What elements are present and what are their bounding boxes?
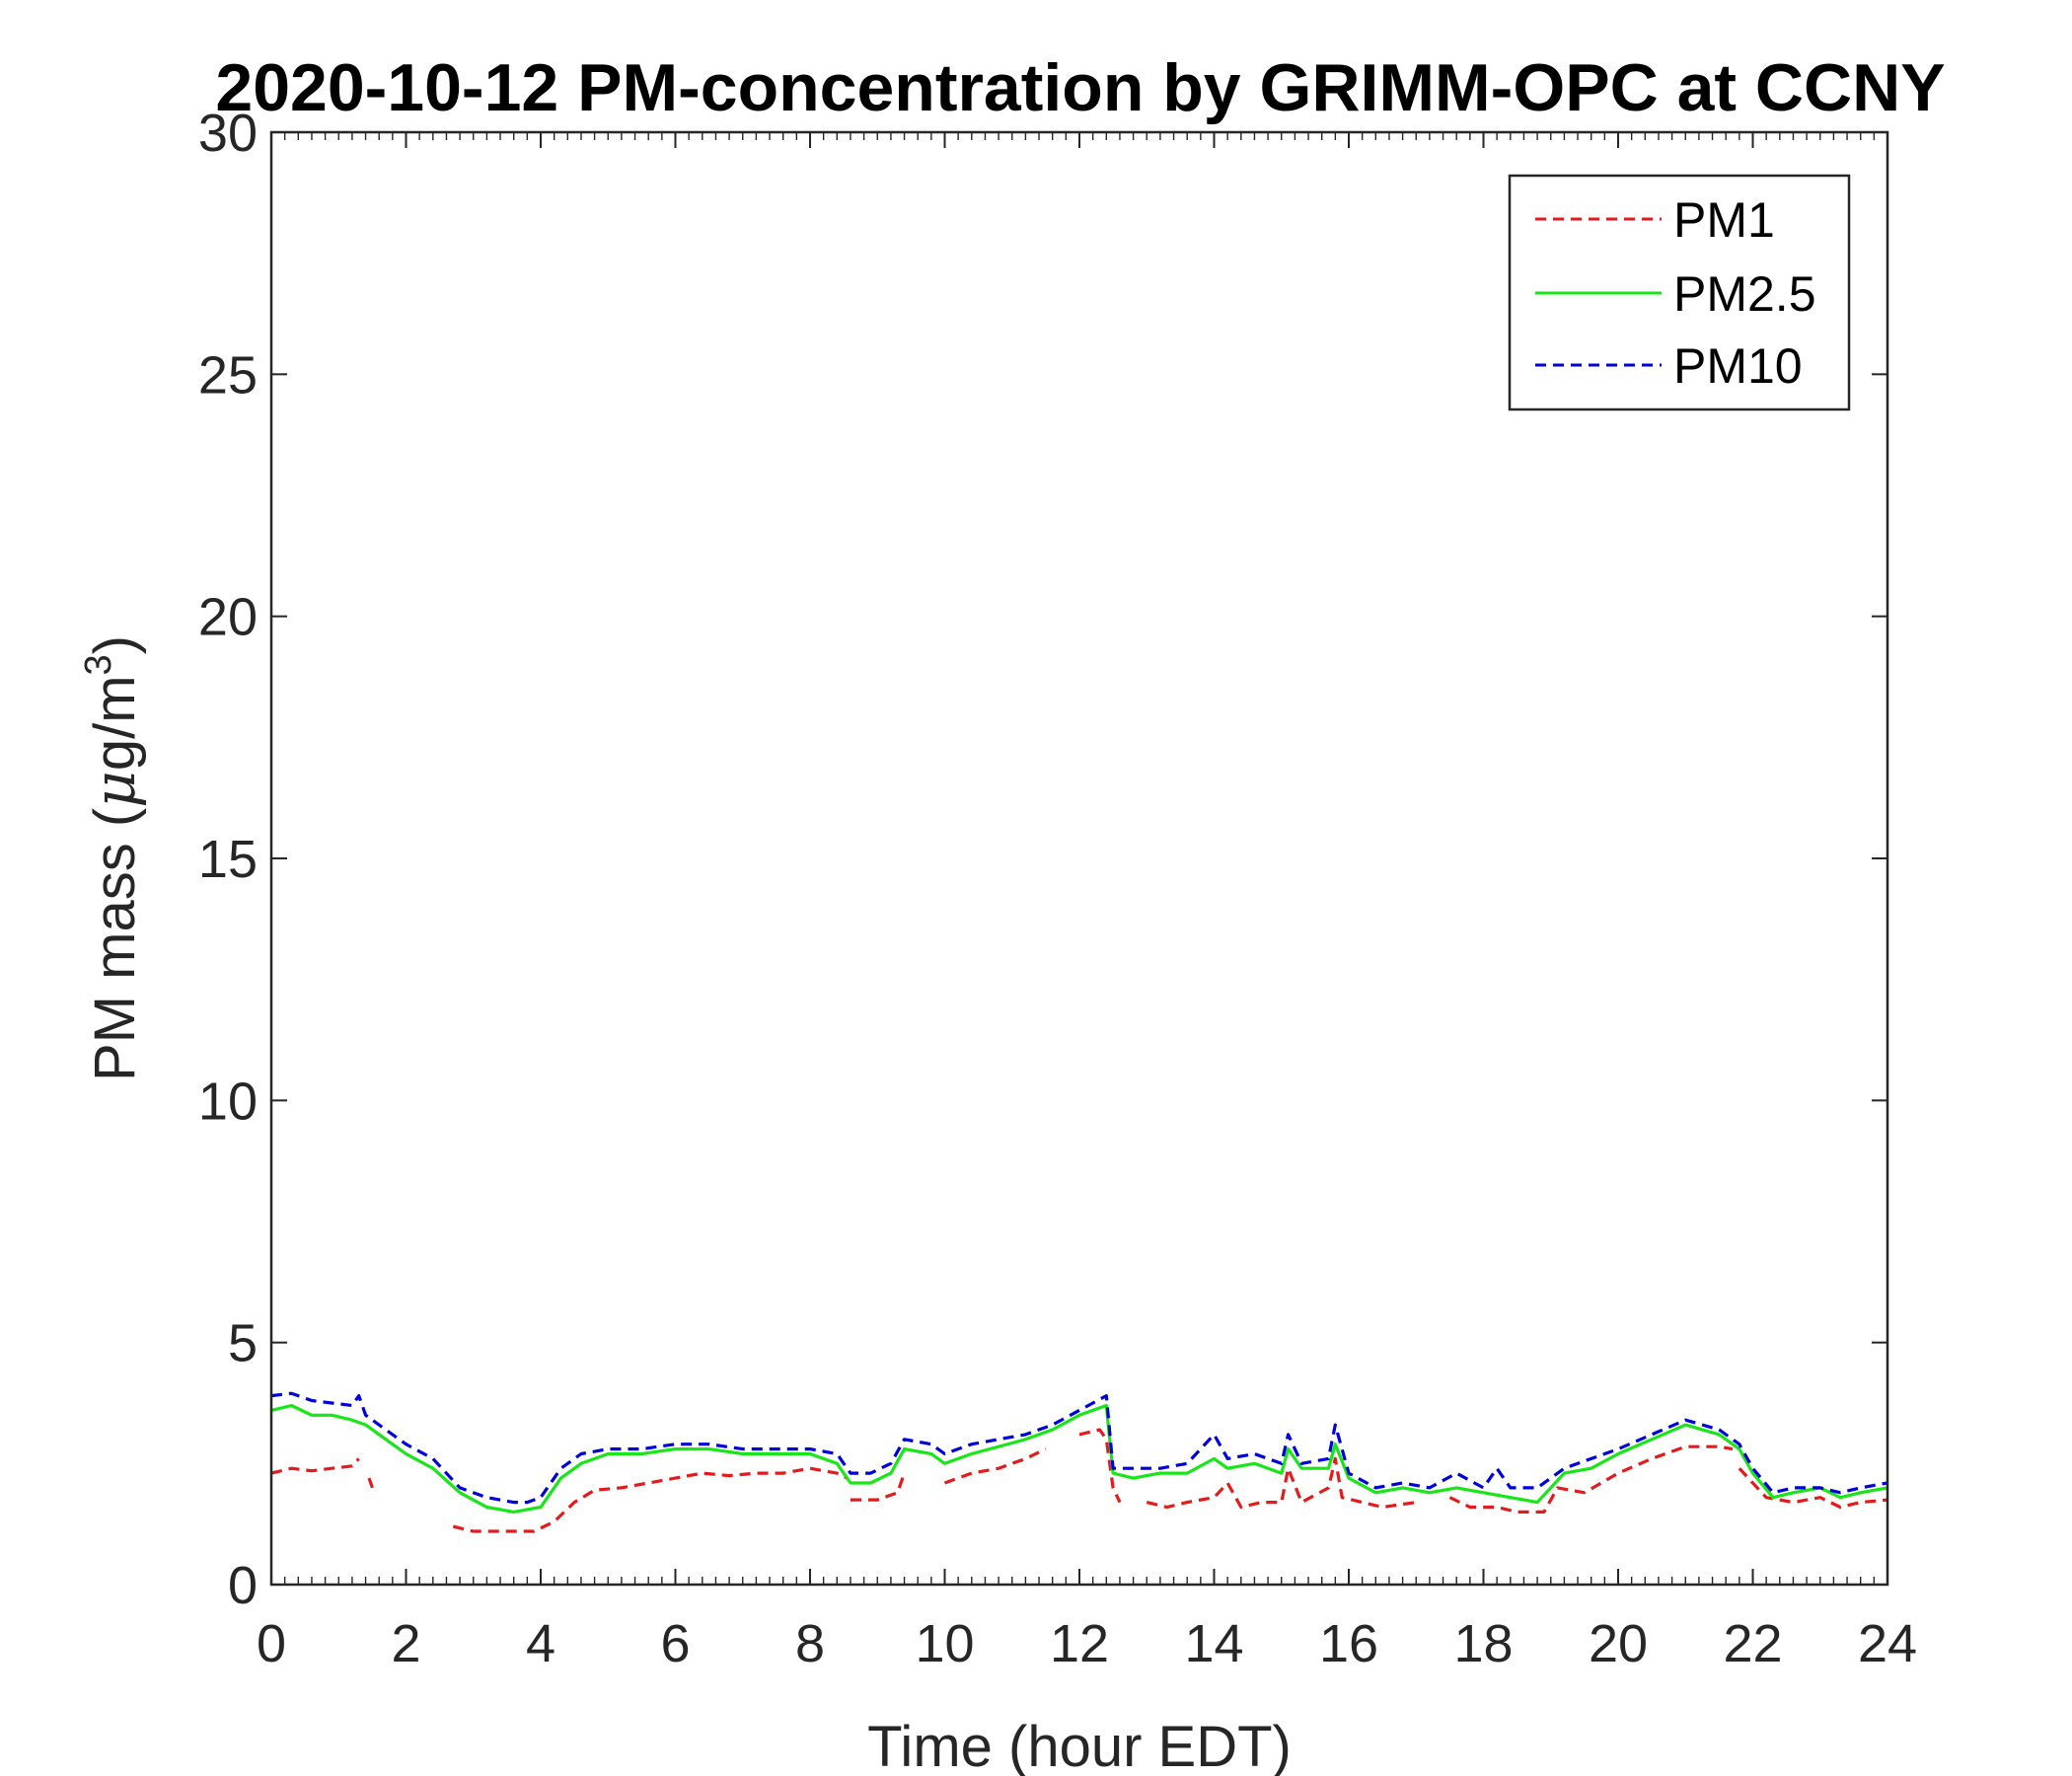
- series-line-pm10: [270, 1391, 1888, 1505]
- chart-title: 2020-10-12 PM-concentration by GRIMM-OPC…: [215, 50, 1945, 125]
- series-line-pm1: [270, 1428, 1888, 1533]
- x-tick-label: 18: [1453, 1614, 1513, 1673]
- y-axis-label: PM mass (μg/m3): [78, 635, 148, 1081]
- legend: PM1 PM2.5 PM10: [1508, 174, 1851, 411]
- legend-label-pm1: PM1: [1673, 192, 1775, 248]
- legend-label-pm2-5: PM2.5: [1673, 266, 1816, 322]
- x-tick-label: 22: [1723, 1614, 1782, 1673]
- x-tick-label: 10: [915, 1614, 974, 1673]
- series-line-pm2-5: [270, 1403, 1888, 1514]
- x-tick-label: 8: [795, 1614, 825, 1673]
- x-tick-label: 0: [257, 1614, 286, 1673]
- y-axis-label-close: ): [83, 635, 147, 654]
- x-tick-label: 4: [526, 1614, 555, 1673]
- y-tick-label: 20: [198, 588, 258, 647]
- y-axis-label-unit: g/m: [83, 675, 147, 771]
- x-tick-label: 16: [1319, 1614, 1378, 1673]
- legend-label-pm10: PM10: [1673, 338, 1803, 394]
- y-axis-label-superscript: 3: [78, 654, 119, 675]
- x-tick-label: 24: [1858, 1614, 1917, 1673]
- series-layer: [270, 1391, 1888, 1533]
- x-tick-label: 6: [660, 1614, 690, 1673]
- y-tick-label: 15: [198, 830, 258, 889]
- y-axis-label-mu: μ: [81, 771, 148, 808]
- y-tick-label: 10: [198, 1072, 258, 1131]
- y-tick-label: 30: [198, 104, 258, 163]
- y-axis-label-main: PM mass (: [83, 808, 147, 1081]
- x-axis-label: Time (hour EDT): [867, 1715, 1292, 1776]
- x-axis: 0 2 4 6 8 10 12 14 16 18 20 22 24: [257, 132, 1917, 1673]
- x-tick-label: 12: [1050, 1614, 1109, 1673]
- y-tick-label: 25: [198, 345, 258, 405]
- y-tick-label: 5: [228, 1314, 258, 1373]
- y-tick-label: 0: [228, 1556, 258, 1615]
- x-tick-label: 14: [1184, 1614, 1243, 1673]
- x-tick-label: 2: [391, 1614, 420, 1673]
- y-axis: 0 5 10 15 20 25 30: [198, 104, 1887, 1615]
- x-tick-label: 20: [1589, 1614, 1648, 1673]
